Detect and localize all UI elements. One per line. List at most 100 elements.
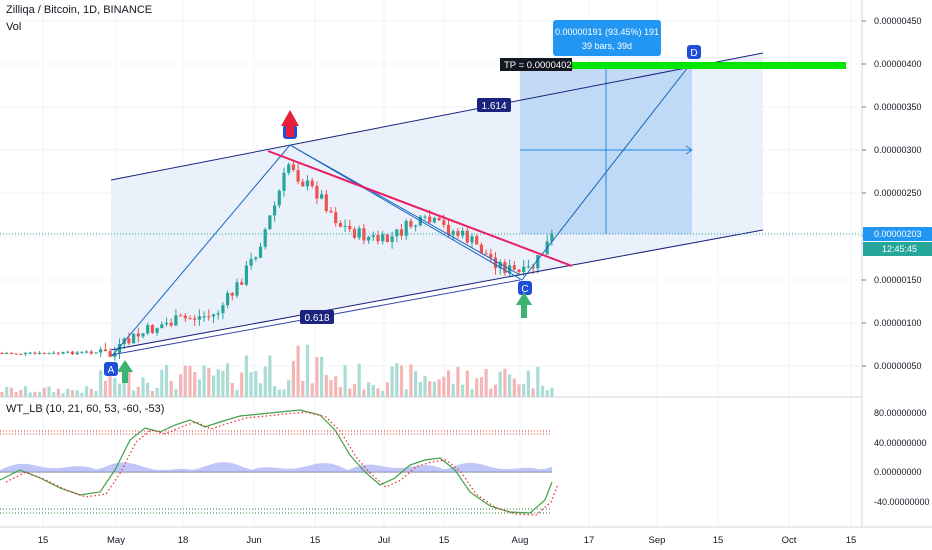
- volume-bar: [122, 371, 126, 397]
- volume-bar: [432, 381, 436, 397]
- volume-bar: [498, 371, 502, 397]
- candle-body: [52, 352, 56, 354]
- volume-bar: [437, 379, 441, 397]
- candle-body: [315, 186, 319, 199]
- buy-arrow-icon-c: [516, 292, 532, 318]
- symbol-title[interactable]: Zilliqa / Bitcoin, 1D, BINANCE: [6, 4, 153, 16]
- volume-bar: [136, 386, 140, 397]
- candle-body: [33, 352, 37, 354]
- countdown-value: 12:45:45: [882, 244, 917, 254]
- volume-bar: [197, 379, 201, 397]
- candle-body: [141, 333, 145, 337]
- volume-bar: [75, 390, 79, 397]
- candle-body: [479, 244, 483, 254]
- volume-bar: [536, 366, 540, 397]
- volume-bar: [287, 379, 291, 397]
- candle-body: [446, 224, 451, 235]
- price-axis[interactable]: 0.00000450 0.00000400 0.00000350 0.00000300…: [862, 16, 922, 371]
- volume-bar: [273, 385, 277, 397]
- volume-bar: [352, 384, 357, 397]
- candle-body: [503, 262, 507, 274]
- candle-body: [127, 338, 131, 344]
- candle-body: [5, 352, 9, 354]
- sell-arrow-icon: [281, 110, 299, 137]
- candle-body: [197, 316, 201, 320]
- candle-body: [451, 231, 455, 235]
- candle-body: [258, 246, 263, 258]
- time-axis-label: May: [107, 535, 125, 546]
- candle-body: [329, 210, 333, 213]
- volume-bar: [19, 390, 23, 397]
- candle-body: [437, 217, 441, 221]
- volume-bar: [446, 370, 451, 397]
- point-a-marker[interactable]: [104, 362, 118, 376]
- price-candles: [0, 160, 554, 361]
- price-tick-label: 0.00000400: [874, 59, 922, 69]
- volume-bar: [531, 388, 535, 397]
- volume-bar: [132, 390, 136, 397]
- candle-body: [456, 231, 460, 236]
- candle-body: [47, 353, 51, 355]
- volume-bar: [404, 389, 408, 397]
- candle-body: [244, 265, 248, 285]
- candle-body: [19, 353, 23, 355]
- candle-body: [94, 352, 98, 354]
- point-a-label: A: [108, 365, 115, 376]
- volume-bar: [343, 365, 347, 397]
- candle-body: [376, 235, 380, 242]
- volume-bar: [33, 391, 37, 397]
- volume-bar: [428, 381, 432, 397]
- volume-label[interactable]: Vol: [6, 21, 22, 33]
- candle-body: [38, 353, 42, 355]
- measure-label-top: 0.00000191 (93.45%) 191: [555, 27, 659, 37]
- candle-body: [550, 233, 554, 242]
- point-c-marker[interactable]: [518, 281, 532, 295]
- candle-body: [164, 322, 169, 325]
- volume-bar: [216, 369, 220, 397]
- oscillator-axis[interactable]: 80.00000000 40.00000000 0.00000000 -40.0000…: [874, 408, 930, 507]
- volume-bar: [5, 386, 9, 397]
- volume-bar: [465, 370, 469, 397]
- volume-bar: [70, 390, 75, 397]
- candle-body: [512, 265, 516, 270]
- volume-bar: [334, 376, 338, 397]
- osc-tick-label: -40.00000000: [874, 497, 930, 507]
- candle-body: [498, 262, 502, 269]
- volume-bar: [512, 378, 516, 397]
- candle-body: [113, 352, 117, 357]
- volume-bar: [451, 383, 455, 397]
- candle-body: [409, 220, 413, 227]
- candle-body: [240, 282, 244, 285]
- volume-bar: [409, 364, 413, 397]
- volume-bar: [42, 387, 46, 397]
- indicator-label[interactable]: WT_LB (10, 21, 60, 53, -60, -53): [6, 403, 165, 415]
- volume-bar: [320, 356, 324, 397]
- volume-bar: [399, 365, 404, 397]
- volume-bar: [301, 380, 305, 397]
- volume-bar: [249, 372, 253, 397]
- candle-body: [470, 236, 474, 243]
- time-axis[interactable]: 15 May 18 Jun 15 Jul 15 Aug 17 Sep 15 Oct 15: [38, 535, 857, 546]
- volume-bar: [28, 392, 32, 397]
- volume-bar: [367, 382, 371, 397]
- price-tick-label: 0.00000050: [874, 361, 922, 371]
- volume-bar: [263, 366, 267, 397]
- abcd-pattern-lines: [111, 61, 693, 357]
- candle-body: [56, 352, 60, 354]
- volume-bar: [315, 357, 319, 397]
- candle-body: [183, 315, 187, 319]
- volume-bar: [348, 388, 352, 397]
- volume-bar: [160, 369, 164, 397]
- volume-bar: [258, 383, 263, 397]
- price-tick-label: 0.00000350: [874, 102, 922, 112]
- candle-body: [28, 352, 32, 354]
- candle-body: [99, 349, 103, 353]
- candle-body: [522, 266, 526, 273]
- time-axis-label: 15: [846, 535, 857, 546]
- wt1-line: [0, 409, 553, 514]
- wt-oscillator-pane: [0, 409, 559, 516]
- price-tick-label: 0.00000300: [874, 145, 922, 155]
- point-d-marker[interactable]: [687, 45, 701, 59]
- candle-body: [301, 181, 305, 187]
